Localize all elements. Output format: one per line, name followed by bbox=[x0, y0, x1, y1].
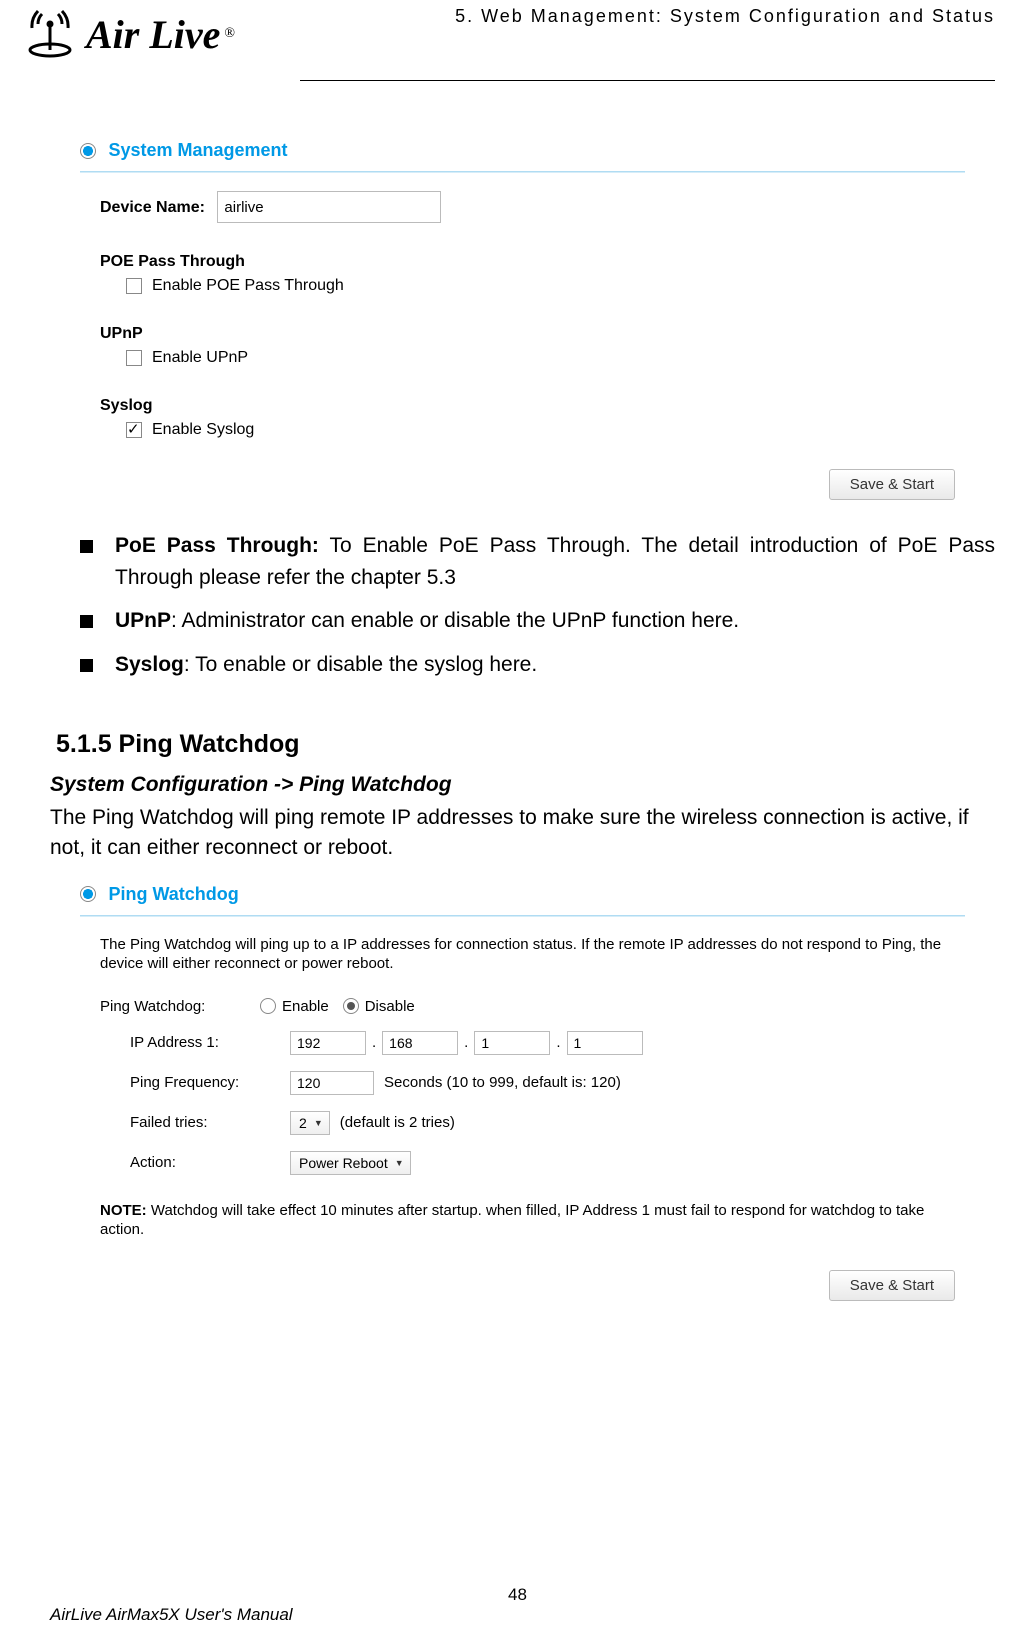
save-start-button[interactable]: Save & Start bbox=[829, 469, 955, 500]
disable-radio[interactable] bbox=[343, 998, 359, 1014]
ip-address-label: IP Address 1: bbox=[100, 1034, 290, 1051]
failed-tries-suffix: (default is 2 tries) bbox=[340, 1114, 455, 1131]
section-intro: The Ping Watchdog will ping remote IP ad… bbox=[50, 803, 995, 864]
panel-divider bbox=[80, 915, 965, 917]
syslog-checkbox[interactable] bbox=[126, 422, 142, 438]
wifi-signal-icon bbox=[20, 10, 80, 58]
ping-frequency-suffix: Seconds (10 to 999, default is: 120) bbox=[384, 1074, 621, 1091]
section-heading: 5.1.5 Ping Watchdog bbox=[56, 730, 995, 759]
poe-heading: POE Pass Through bbox=[100, 253, 965, 271]
ip-octet-3-input[interactable] bbox=[474, 1031, 550, 1055]
ip-octet-2-input[interactable] bbox=[382, 1031, 458, 1055]
panel-indicator-icon bbox=[80, 886, 96, 902]
bullet-icon bbox=[80, 540, 93, 553]
panel-title: Ping Watchdog bbox=[108, 884, 238, 905]
bullet-icon bbox=[80, 659, 93, 672]
watchdog-description: The Ping Watchdog will ping up to a IP a… bbox=[100, 935, 965, 974]
action-label: Action: bbox=[100, 1154, 290, 1171]
system-management-panel: System Management Device Name: POE Pass … bbox=[80, 140, 965, 500]
feature-bullets: PoE Pass Through: To Enable PoE Pass Thr… bbox=[80, 530, 995, 680]
header-divider bbox=[300, 80, 995, 81]
panel-title: System Management bbox=[108, 140, 287, 161]
page-footer: 48 AirLive AirMax5X User's Manual bbox=[0, 1585, 1035, 1605]
poe-checkbox[interactable] bbox=[126, 278, 142, 294]
failed-tries-label: Failed tries: bbox=[100, 1114, 290, 1131]
logo-text: Air Live bbox=[86, 11, 220, 58]
bullet-syslog: Syslog: To enable or disable the syslog … bbox=[115, 649, 537, 681]
panel-divider bbox=[80, 171, 965, 173]
panel-indicator-icon bbox=[80, 143, 96, 159]
watchdog-note: NOTE: Watchdog will take effect 10 minut… bbox=[100, 1201, 965, 1240]
enable-radio[interactable] bbox=[260, 998, 276, 1014]
breadcrumb: System Configuration -> Ping Watchdog bbox=[50, 773, 995, 797]
upnp-checkbox-label: Enable UPnP bbox=[152, 349, 248, 367]
save-start-button[interactable]: Save & Start bbox=[829, 1270, 955, 1301]
upnp-checkbox[interactable] bbox=[126, 350, 142, 366]
failed-tries-select[interactable]: 2 bbox=[290, 1111, 330, 1135]
ip-separator: . bbox=[372, 1034, 376, 1051]
manual-title: AirLive AirMax5X User's Manual bbox=[50, 1605, 293, 1625]
ping-watchdog-label: Ping Watchdog: bbox=[100, 998, 260, 1015]
disable-option: Disable bbox=[365, 998, 415, 1015]
brand-logo: Air Live ® bbox=[20, 10, 235, 58]
ip-octet-1-input[interactable] bbox=[290, 1031, 366, 1055]
ping-watchdog-panel: Ping Watchdog The Ping Watchdog will pin… bbox=[80, 884, 965, 1301]
bullet-upnp: UPnP: Administrator can enable or disabl… bbox=[115, 605, 739, 637]
registered-mark: ® bbox=[224, 26, 235, 42]
action-select[interactable]: Power Reboot bbox=[290, 1151, 411, 1175]
bullet-icon bbox=[80, 615, 93, 628]
upnp-heading: UPnP bbox=[100, 325, 965, 343]
syslog-checkbox-label: Enable Syslog bbox=[152, 421, 254, 439]
ping-frequency-input[interactable] bbox=[290, 1071, 374, 1095]
ping-frequency-label: Ping Frequency: bbox=[100, 1074, 290, 1091]
chapter-header: 5. Web Management: System Configuration … bbox=[455, 6, 995, 27]
poe-checkbox-label: Enable POE Pass Through bbox=[152, 277, 344, 295]
ip-separator: . bbox=[556, 1034, 560, 1051]
page-number: 48 bbox=[0, 1585, 1035, 1605]
bullet-poe: PoE Pass Through: To Enable PoE Pass Thr… bbox=[115, 530, 995, 593]
syslog-heading: Syslog bbox=[100, 397, 965, 415]
ip-octet-4-input[interactable] bbox=[567, 1031, 643, 1055]
device-name-label: Device Name: bbox=[100, 199, 205, 217]
ip-separator: . bbox=[464, 1034, 468, 1051]
enable-option: Enable bbox=[282, 998, 329, 1015]
device-name-input[interactable] bbox=[217, 191, 441, 223]
